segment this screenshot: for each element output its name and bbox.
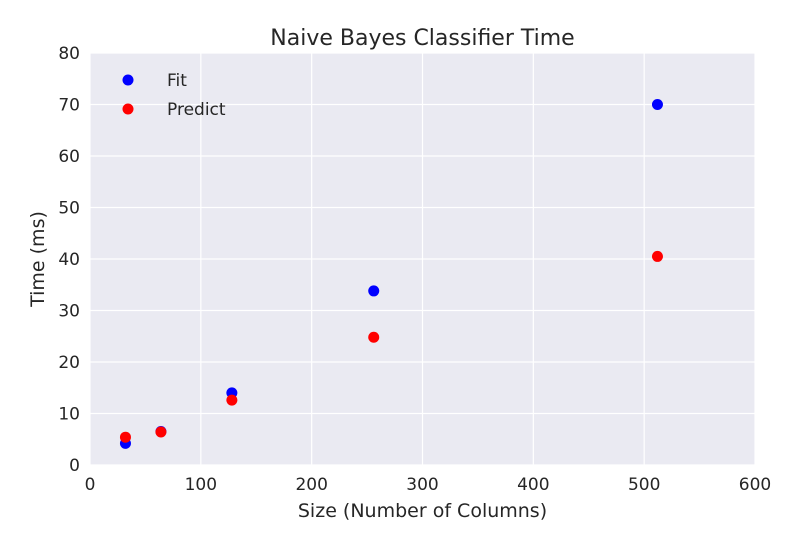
legend: Fit Predict	[122, 71, 226, 120]
gridlines	[89, 52, 756, 466]
x-tick-label: 400	[517, 475, 549, 495]
point-predict	[651, 250, 663, 262]
x-axis-label: Size (Number of Columns)	[298, 500, 547, 522]
y-tick-label: 30	[58, 302, 80, 322]
y-axis-label: Time (ms)	[27, 211, 49, 308]
y-tick-label: 70	[58, 96, 80, 116]
y-tick-label: 10	[58, 405, 80, 425]
legend-marker-predict	[122, 103, 134, 115]
legend-label-predict: Predict	[167, 100, 226, 120]
data-points	[119, 99, 663, 449]
y-tick-label: 20	[58, 353, 80, 373]
point-predict	[226, 394, 238, 406]
tick-labels: 0 100 200 300 400 500 600 0 10 20 30 40 50 60 70 80	[58, 44, 771, 495]
point-fit	[368, 285, 380, 297]
chart-title: Naive Bayes Classifier Time	[270, 26, 574, 51]
point-predict	[119, 431, 131, 443]
legend-label-fit: Fit	[167, 71, 187, 91]
x-tick-label: 300	[406, 475, 438, 495]
y-tick-label: 40	[58, 250, 80, 270]
y-tick-label: 50	[58, 199, 80, 219]
point-predict	[368, 331, 380, 343]
y-tick-label: 60	[58, 147, 80, 167]
y-tick-label: 80	[58, 44, 80, 64]
y-tick-label: 0	[69, 456, 80, 476]
point-predict	[155, 426, 167, 438]
x-tick-label: 500	[628, 475, 660, 495]
x-tick-label: 100	[185, 475, 217, 495]
legend-marker-fit	[122, 74, 134, 86]
x-tick-label: 200	[295, 475, 327, 495]
x-tick-label: 600	[739, 475, 771, 495]
point-fit	[651, 99, 663, 110]
x-tick-label: 0	[85, 475, 96, 495]
